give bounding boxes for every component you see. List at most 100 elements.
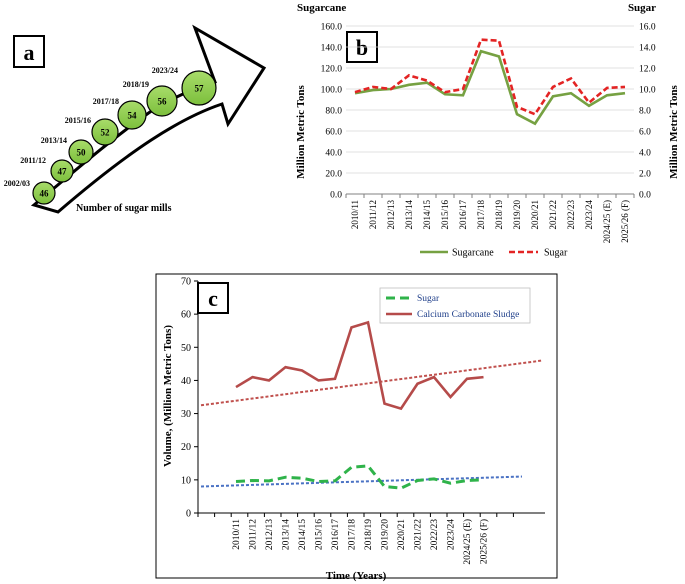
y-tick-label: 140.0 (321, 44, 343, 54)
x-tick-label: 2020/21 (530, 200, 540, 230)
y2-tick-label: 8.0 (639, 107, 651, 117)
x-tick-label: 2021/22 (548, 200, 558, 230)
panel-c-frame (155, 273, 558, 579)
y-tick-label: 160.0 (321, 23, 343, 33)
trendline-sludge (200, 359, 543, 407)
x-tick-label: 2010/11 (350, 200, 360, 229)
y-tick-label: 80.0 (325, 107, 342, 117)
y-tick-label: 60.0 (325, 128, 342, 138)
x-tick-label: 2017/18 (348, 519, 358, 550)
y-tick-label: 50 (181, 343, 191, 354)
series-line-sugar-c (235, 464, 484, 490)
mill-count: 57 (195, 84, 205, 94)
mill-year-label: 2018/19 (123, 80, 149, 89)
x-tick-label: 2017/18 (476, 200, 486, 230)
panel-c-badge: c (208, 286, 218, 311)
y2-tick-label: 6.0 (639, 128, 651, 138)
x-tick-label: 2016/17 (458, 200, 468, 230)
panel-b-badge: b (356, 35, 368, 60)
x-tick-label: 2024/25 (E) (462, 519, 473, 565)
mill-circle (68, 139, 94, 165)
y2-tick-label: 10.0 (639, 86, 656, 96)
series-line-sugarcane (354, 49, 626, 126)
mills-caption: Number of sugar mills (76, 203, 172, 214)
y2-tick-label: 0.0 (639, 191, 651, 201)
mill-count: 56 (158, 97, 168, 107)
mill-year-label: 2023/24 (152, 66, 178, 75)
x-tick-label: 2018/19 (364, 519, 374, 550)
x-tick-label: 2015/16 (315, 519, 325, 550)
x-tick-label: 2012/13 (265, 519, 275, 550)
chart-b-y2label: Million Metric Tons (668, 85, 680, 179)
mill-year-label: 2011/12 (20, 156, 46, 165)
y-tick-label: 120.0 (321, 65, 343, 75)
chart-b-ylabel: Million Metric Tons (295, 85, 307, 179)
mill-count: 47 (58, 167, 68, 177)
x-tick-label: 2014/15 (422, 200, 432, 230)
x-tick-label: 2019/20 (381, 519, 391, 550)
mill-year-label: 2017/18 (93, 97, 119, 106)
mill-circle (146, 85, 178, 117)
mill-count: 52 (101, 128, 111, 138)
x-tick-label: 2015/16 (440, 200, 450, 230)
y-tick-label: 70 (181, 277, 191, 288)
y2-tick-label: 12.0 (639, 65, 656, 75)
x-tick-label: 2011/12 (249, 519, 259, 550)
mill-count: 54 (128, 111, 138, 121)
mill-circle (181, 70, 217, 106)
chart-c-xlabel: Time (Years) (326, 570, 387, 582)
legend-label-sugar-c: Sugar (417, 294, 440, 304)
y-tick-label: 60 (181, 310, 191, 321)
y2-tick-label: 2.0 (639, 170, 651, 180)
panel-b-chart: Sugarcane Sugar b 0.0 20.0 40.0 60.0 80.0 100… (295, 2, 680, 259)
y2-tick-label: 14.0 (639, 44, 656, 54)
x-tick-label: 2025/26 (F) (620, 200, 630, 243)
x-tick-label: 2012/13 (386, 200, 396, 230)
y-tick-label: 10 (181, 475, 191, 486)
x-tick-label: 2023/24 (584, 200, 594, 230)
y-tick-label: 20 (181, 442, 191, 453)
x-tick-label: 2013/14 (404, 200, 414, 230)
y-tick-label: 20.0 (325, 170, 342, 180)
y-tick-label: 0.0 (330, 191, 342, 201)
chart-b-title-right: Sugar (628, 2, 656, 14)
x-tick-label: 2024/25 (E) (602, 200, 612, 243)
y-tick-label: 30 (181, 409, 191, 420)
y-tick-label: 100.0 (321, 86, 343, 96)
x-tick-label: 2022/23 (566, 200, 576, 230)
chart-b-title-left: Sugarcane (297, 2, 346, 14)
mill-circle (117, 100, 147, 130)
x-tick-label: 2019/20 (512, 200, 522, 230)
panel-c-chart: c 0 10 20 30 40 50 60 70 2010/11 2011/12 2012/13 20… (155, 273, 558, 582)
x-tick-label: 2011/12 (368, 200, 378, 229)
legend-label-sugar: Sugar (544, 248, 568, 259)
x-tick-label: 2025/26 (F) (479, 519, 490, 564)
x-tick-label: 2016/17 (331, 519, 341, 550)
x-tick-label: 2013/14 (282, 519, 292, 550)
mill-year-label: 2002/03 (4, 179, 30, 188)
x-tick-label: 2020/21 (397, 519, 407, 550)
trendline-sugar (200, 475, 523, 488)
x-tick-label: 2010/11 (232, 519, 242, 550)
panel-c-badge-box (197, 282, 229, 314)
series-line-sludge (235, 320, 484, 411)
y-tick-label: 40 (181, 376, 191, 387)
x-tick-label: 2018/19 (494, 200, 504, 230)
panel-a-badge-box (13, 35, 45, 68)
mill-count: 46 (40, 189, 50, 199)
y2-tick-label: 4.0 (639, 149, 651, 159)
legend-label-sludge: Calcium Carbonate Sludge (417, 310, 519, 320)
mill-circle (91, 118, 119, 146)
x-tick-label: 2021/22 (414, 519, 424, 550)
y-tick-label: 0 (186, 509, 191, 520)
legend-label-sugarcane: Sugarcane (452, 248, 494, 259)
x-tick-label: 2014/15 (298, 519, 308, 550)
mill-circle (50, 159, 74, 183)
series-line-sugar (354, 38, 626, 116)
legend-box (379, 287, 531, 324)
y2-tick-label: 16.0 (639, 23, 656, 33)
y-tick-label: 40.0 (325, 149, 342, 159)
x-tick-label: 2023/24 (447, 519, 457, 550)
panel-a-sugar-mills: a 46 2002/03 47 2011/12 50 2013/14 52 2015/16 54… (4, 24, 267, 214)
